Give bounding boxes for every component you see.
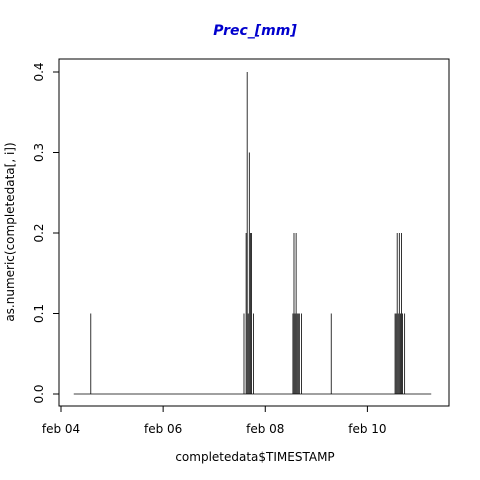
x-tick-label: feb 04 [42, 422, 80, 436]
y-axis-label: as.numeric(completedata[, i]) [3, 142, 17, 321]
y-axis: 0.0 0.1 0.2 0.3 0.4 [32, 62, 59, 404]
y-tick-label: 0.2 [32, 223, 46, 242]
x-axis-label: completedata$TIMESTAMP [175, 450, 334, 464]
plot-frame [58, 58, 450, 407]
y-tick-label: 0.0 [32, 384, 46, 403]
series-precipitation [73, 72, 432, 395]
chart-title: Prec_[mm] [213, 23, 297, 39]
x-tick-label: feb 06 [144, 422, 182, 436]
x-tick-label: feb 08 [246, 422, 284, 436]
x-axis: feb 04 feb 06 feb 08 feb 10 [42, 406, 387, 436]
y-tick-label: 0.4 [32, 62, 46, 81]
y-tick-label: 0.3 [32, 143, 46, 162]
y-tick-label: 0.1 [32, 304, 46, 323]
x-tick-label: feb 10 [348, 422, 386, 436]
